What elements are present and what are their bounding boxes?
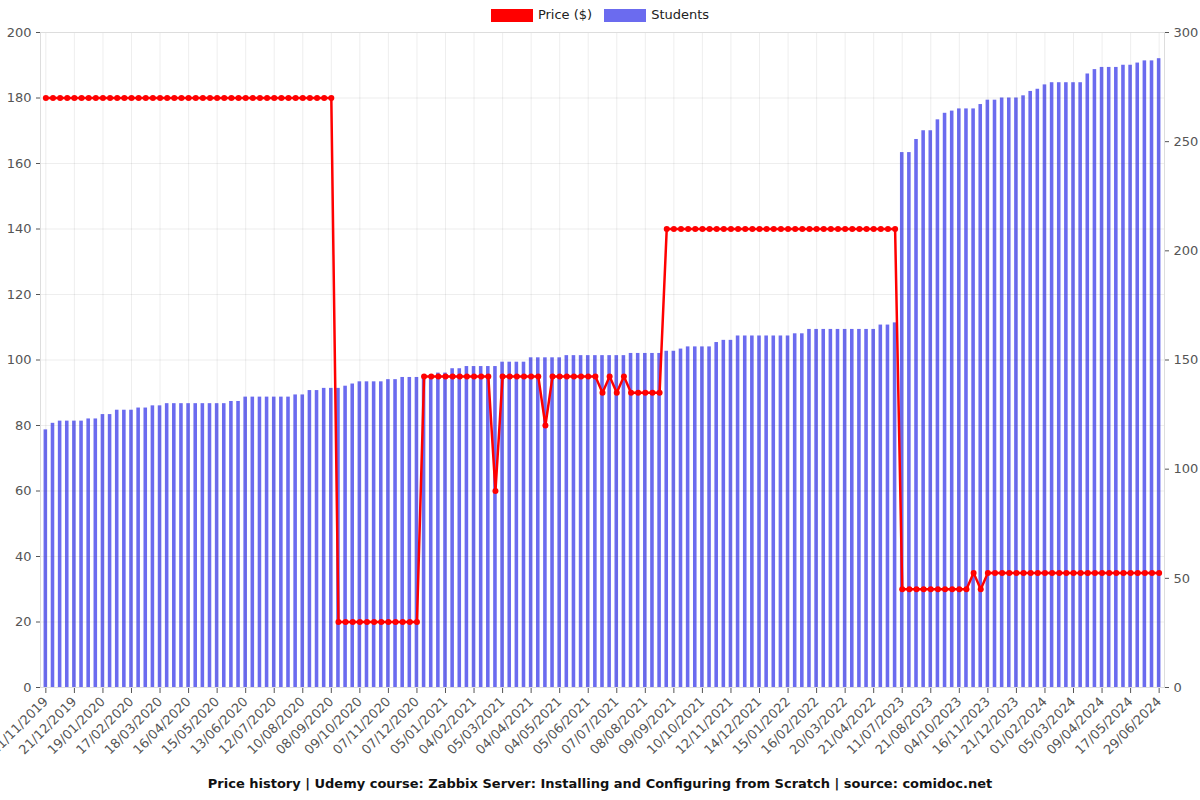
svg-text:05/03/2024: 05/03/2024 [1015, 693, 1079, 758]
svg-text:140: 140 [7, 221, 32, 236]
svg-text:200: 200 [7, 25, 32, 40]
svg-text:16/02/2022: 16/02/2022 [758, 693, 822, 758]
svg-text:09/04/2024: 09/04/2024 [1043, 693, 1108, 758]
svg-text:250: 250 [1174, 134, 1199, 149]
svg-text:10/08/2020: 10/08/2020 [244, 693, 308, 758]
svg-text:100: 100 [7, 352, 32, 367]
svg-text:07/07/2021: 07/07/2021 [558, 693, 622, 758]
svg-text:60: 60 [15, 483, 32, 498]
html-text:Price ($): Price ($) [537, 7, 593, 22]
svg-text:16/11/2023: 16/11/2023 [929, 693, 993, 758]
html-text:Students: Students [651, 7, 710, 22]
svg-text:05/03/2021: 05/03/2021 [444, 693, 508, 758]
svg-text:12/11/2021: 12/11/2021 [672, 693, 736, 758]
svg-text:100: 100 [1174, 461, 1199, 476]
svg-text:18/03/2020: 18/03/2020 [101, 693, 166, 758]
svg-text:40: 40 [15, 549, 32, 564]
svg-text:04/02/2021: 04/02/2021 [415, 693, 480, 758]
svg-text:200: 200 [1174, 243, 1199, 258]
svg-text:12/07/2020: 12/07/2020 [215, 693, 280, 758]
svg-text:05/06/2021: 05/06/2021 [529, 693, 594, 758]
svg-text:0: 0 [1174, 680, 1182, 695]
svg-text:16/04/2020: 16/04/2020 [130, 693, 194, 758]
svg-text:07/11/2020: 07/11/2020 [329, 693, 394, 758]
svg-text:21/08/2023: 21/08/2023 [872, 693, 936, 758]
svg-text:04/05/2021: 04/05/2021 [501, 693, 565, 758]
svg-text:160: 160 [7, 156, 32, 171]
svg-text:17/02/2020: 17/02/2020 [73, 693, 137, 758]
svg-text:07/12/2020: 07/12/2020 [358, 693, 422, 758]
svg-text:14/12/2021: 14/12/2021 [701, 693, 765, 758]
svg-text:180: 180 [7, 90, 32, 105]
svg-text:04/04/2021: 04/04/2021 [472, 693, 537, 758]
svg-text:120: 120 [7, 287, 32, 302]
svg-text:09/09/2021: 09/09/2021 [615, 693, 679, 758]
svg-text:15/05/2020: 15/05/2020 [158, 693, 223, 758]
svg-text:05/01/2021: 05/01/2021 [387, 693, 451, 758]
svg-text:0: 0 [23, 680, 31, 695]
svg-text:19/01/2020: 19/01/2020 [44, 693, 108, 758]
svg-text:17/05/2024: 17/05/2024 [1072, 693, 1136, 758]
svg-text:04/10/2023: 04/10/2023 [900, 693, 965, 758]
svg-text:10/10/2021: 10/10/2021 [643, 693, 708, 758]
svg-text:01/02/2024: 01/02/2024 [986, 693, 1050, 758]
svg-text:21/12/2023: 21/12/2023 [957, 693, 1022, 758]
svg-text:11/07/2023: 11/07/2023 [843, 693, 908, 758]
svg-text:300: 300 [1174, 25, 1199, 40]
svg-text:50: 50 [1174, 570, 1191, 585]
html-text:Price history | Udemy course:: Price history | Udemy course: Zabbix Ser… [207, 776, 993, 791]
svg-text:08/08/2021: 08/08/2021 [586, 693, 651, 758]
svg-text:150: 150 [1174, 352, 1199, 367]
svg-text:09/10/2020: 09/10/2020 [301, 693, 365, 758]
svg-text:20: 20 [15, 614, 32, 629]
svg-text:15/01/2022: 15/01/2022 [729, 693, 794, 758]
svg-text:80: 80 [15, 418, 32, 433]
svg-text:29/06/2024: 29/06/2024 [1101, 694, 1165, 758]
svg-text:13/06/2020: 13/06/2020 [187, 693, 251, 758]
svg-text:08/09/2020: 08/09/2020 [272, 693, 337, 758]
svg-text:20/03/2022: 20/03/2022 [786, 693, 851, 758]
svg-text:21/04/2022: 21/04/2022 [815, 693, 879, 758]
svg-text:21/12/2019: 21/12/2019 [15, 693, 80, 758]
